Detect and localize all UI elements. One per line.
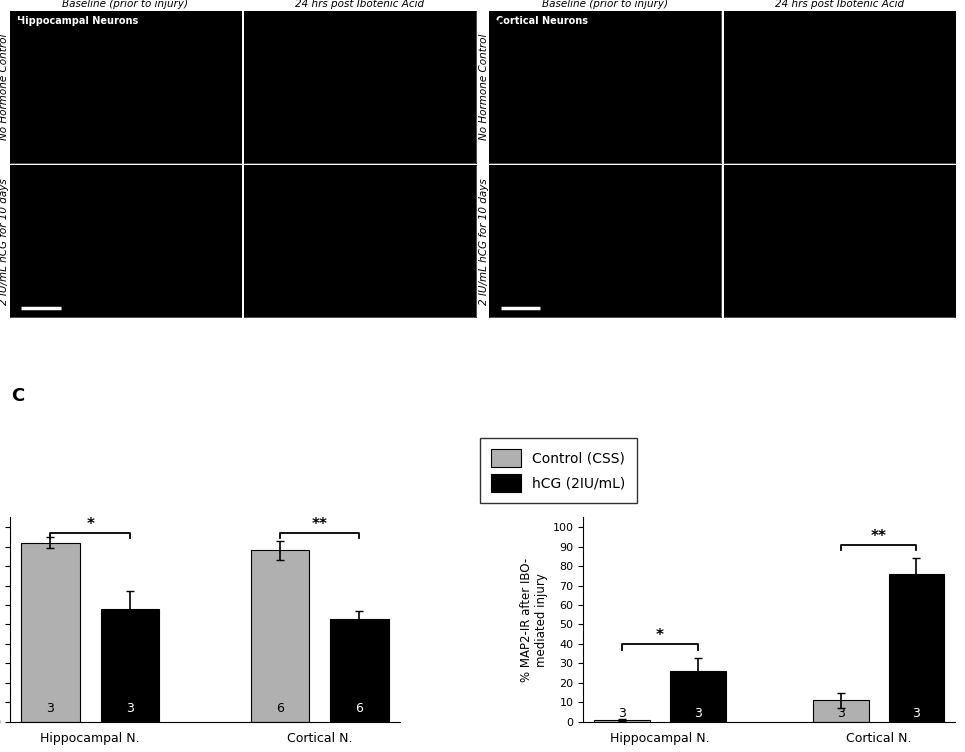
Text: 6: 6	[276, 702, 284, 715]
Title: Baseline (prior to injury): Baseline (prior to injury)	[542, 0, 668, 9]
Text: C: C	[12, 387, 25, 405]
Text: 3: 3	[837, 708, 844, 720]
Text: Cortical Neurons: Cortical Neurons	[496, 16, 589, 26]
Text: 3: 3	[913, 708, 921, 720]
Text: 3: 3	[126, 702, 134, 715]
Title: 24 hrs post Ibotenic Acid: 24 hrs post Ibotenic Acid	[775, 0, 904, 9]
Text: **: **	[870, 529, 887, 544]
Text: 3: 3	[619, 708, 626, 720]
Y-axis label: % MAP2-IR after IBO-
mediated injury: % MAP2-IR after IBO- mediated injury	[520, 557, 548, 682]
Bar	[889, 574, 944, 722]
Title: 24 hrs post Ibotenic Acid: 24 hrs post Ibotenic Acid	[295, 0, 425, 9]
Text: **: **	[312, 517, 328, 532]
Bar	[100, 609, 159, 722]
Title: Baseline (prior to injury): Baseline (prior to injury)	[63, 0, 188, 9]
Text: A: A	[12, 19, 25, 37]
Text: B: B	[487, 19, 501, 37]
Bar	[670, 672, 726, 722]
Text: 3: 3	[46, 702, 54, 715]
Bar	[813, 700, 868, 722]
Y-axis label: 2 IU/mL hCG for 10 days: 2 IU/mL hCG for 10 days	[479, 178, 489, 305]
Text: *: *	[656, 629, 664, 644]
Legend: Control (CSS), hCG (2IU/mL): Control (CSS), hCG (2IU/mL)	[480, 438, 637, 503]
Y-axis label: No Hormone Control: No Hormone Control	[479, 34, 489, 141]
Text: *: *	[86, 517, 95, 532]
Text: Hippocampal Neurons: Hippocampal Neurons	[16, 16, 138, 26]
Bar	[21, 543, 79, 722]
Bar	[251, 550, 309, 722]
Text: 3: 3	[694, 708, 702, 720]
Text: 6: 6	[355, 702, 364, 715]
Bar	[330, 619, 389, 722]
Y-axis label: No Hormone Control: No Hormone Control	[0, 34, 9, 141]
Bar	[594, 720, 649, 722]
Y-axis label: 2 IU/mL hCG for 10 days: 2 IU/mL hCG for 10 days	[0, 178, 9, 305]
